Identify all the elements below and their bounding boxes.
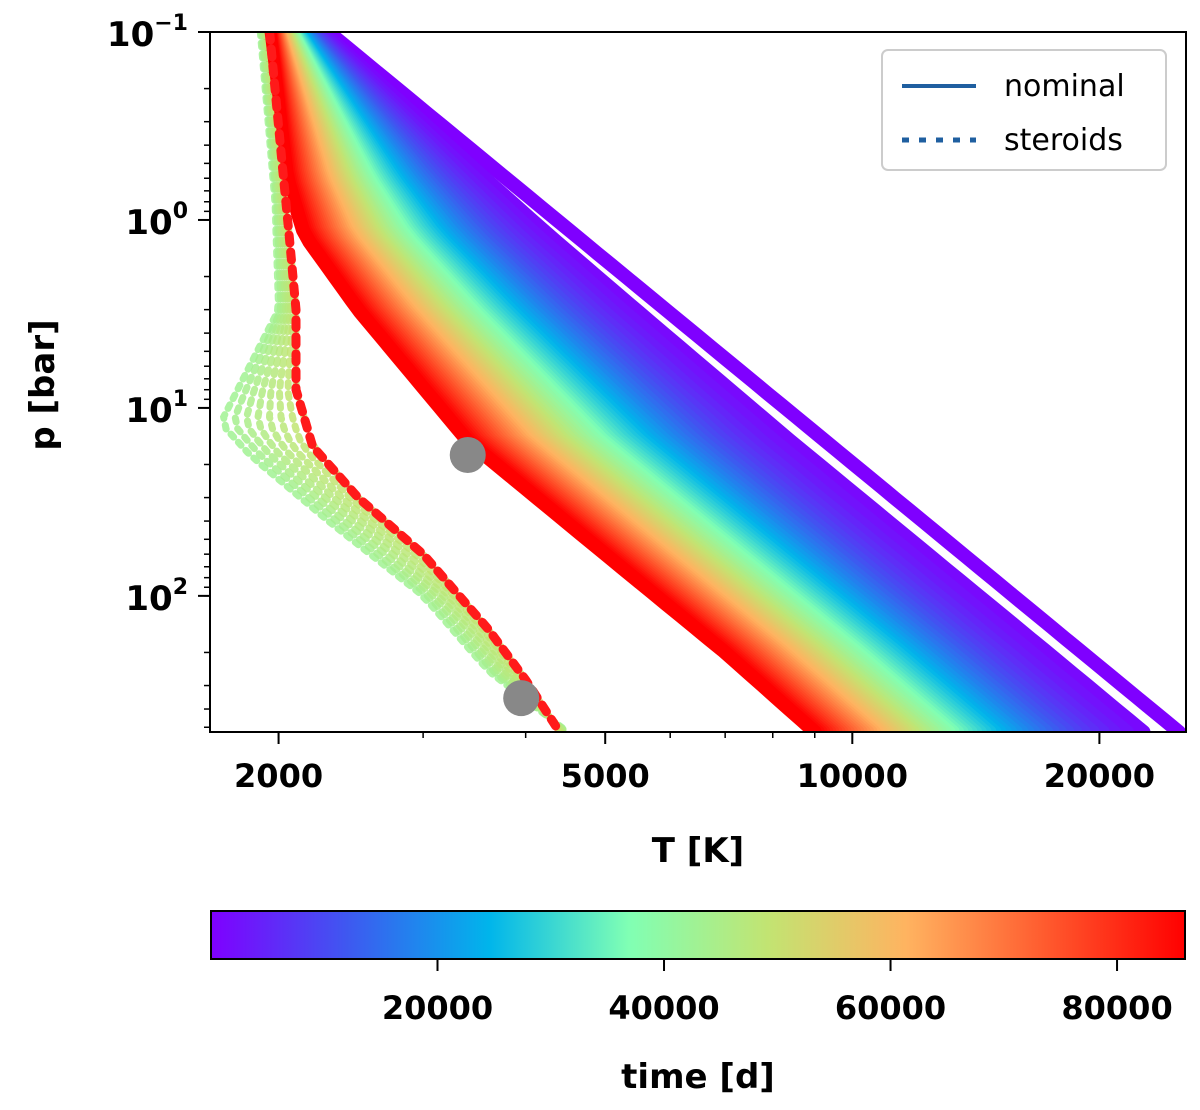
marker-point <box>503 680 540 717</box>
x-axis-label: T [K] <box>652 831 744 871</box>
colorbar-ticks: 20000 40000 60000 80000 <box>382 959 1173 1027</box>
colorbar-tick-label: 40000 <box>608 989 719 1027</box>
nominal-profile <box>321 32 1186 732</box>
markers <box>449 436 540 717</box>
y-tick-base: 10 <box>125 203 172 243</box>
nominal-latest-line <box>264 32 819 732</box>
colorbar <box>210 910 1186 960</box>
series-lines <box>264 32 819 732</box>
y-tick-base: 10 <box>125 391 172 431</box>
legend-steroids-label: steroids <box>1004 123 1123 158</box>
y-tick-label: 10−1 <box>107 11 188 55</box>
colorbar-label: time [d] <box>621 1057 775 1097</box>
y-tick-base: 10 <box>107 15 154 55</box>
steroids-latest-line <box>265 32 565 732</box>
x-tick-label: 5000 <box>561 757 650 795</box>
y-tick-base: 10 <box>125 579 172 619</box>
legend: nominal steroids <box>881 49 1167 171</box>
x-tick-label: 2000 <box>234 757 323 795</box>
y-tick-exponent: 2 <box>173 575 188 600</box>
legend-nominal-label: nominal <box>1004 69 1125 104</box>
plot-area <box>219 32 1186 732</box>
y-tick-label: 101 <box>125 387 188 431</box>
y-tick-label: 100 <box>125 199 188 243</box>
colorbar-tick-label: 80000 <box>1061 989 1172 1027</box>
nominal-band <box>262 32 1186 732</box>
y-tick-exponent: −1 <box>154 11 188 36</box>
y-tick-exponent: 1 <box>173 387 188 412</box>
y-tick-exponent: 0 <box>173 199 188 224</box>
marker-point <box>449 436 486 473</box>
colorbar-tick-label: 60000 <box>835 989 946 1027</box>
x-tick-label: 10000 <box>797 757 908 795</box>
y-tick-label: 102 <box>125 575 188 619</box>
colorbar-tick-label: 20000 <box>382 989 493 1027</box>
plot-frame <box>209 31 1187 733</box>
x-tick-label: 20000 <box>1044 757 1155 795</box>
x-axis-ticks: 2000 5000 10000 20000 <box>234 732 1155 795</box>
y-axis-label: p [bar] <box>23 319 63 450</box>
